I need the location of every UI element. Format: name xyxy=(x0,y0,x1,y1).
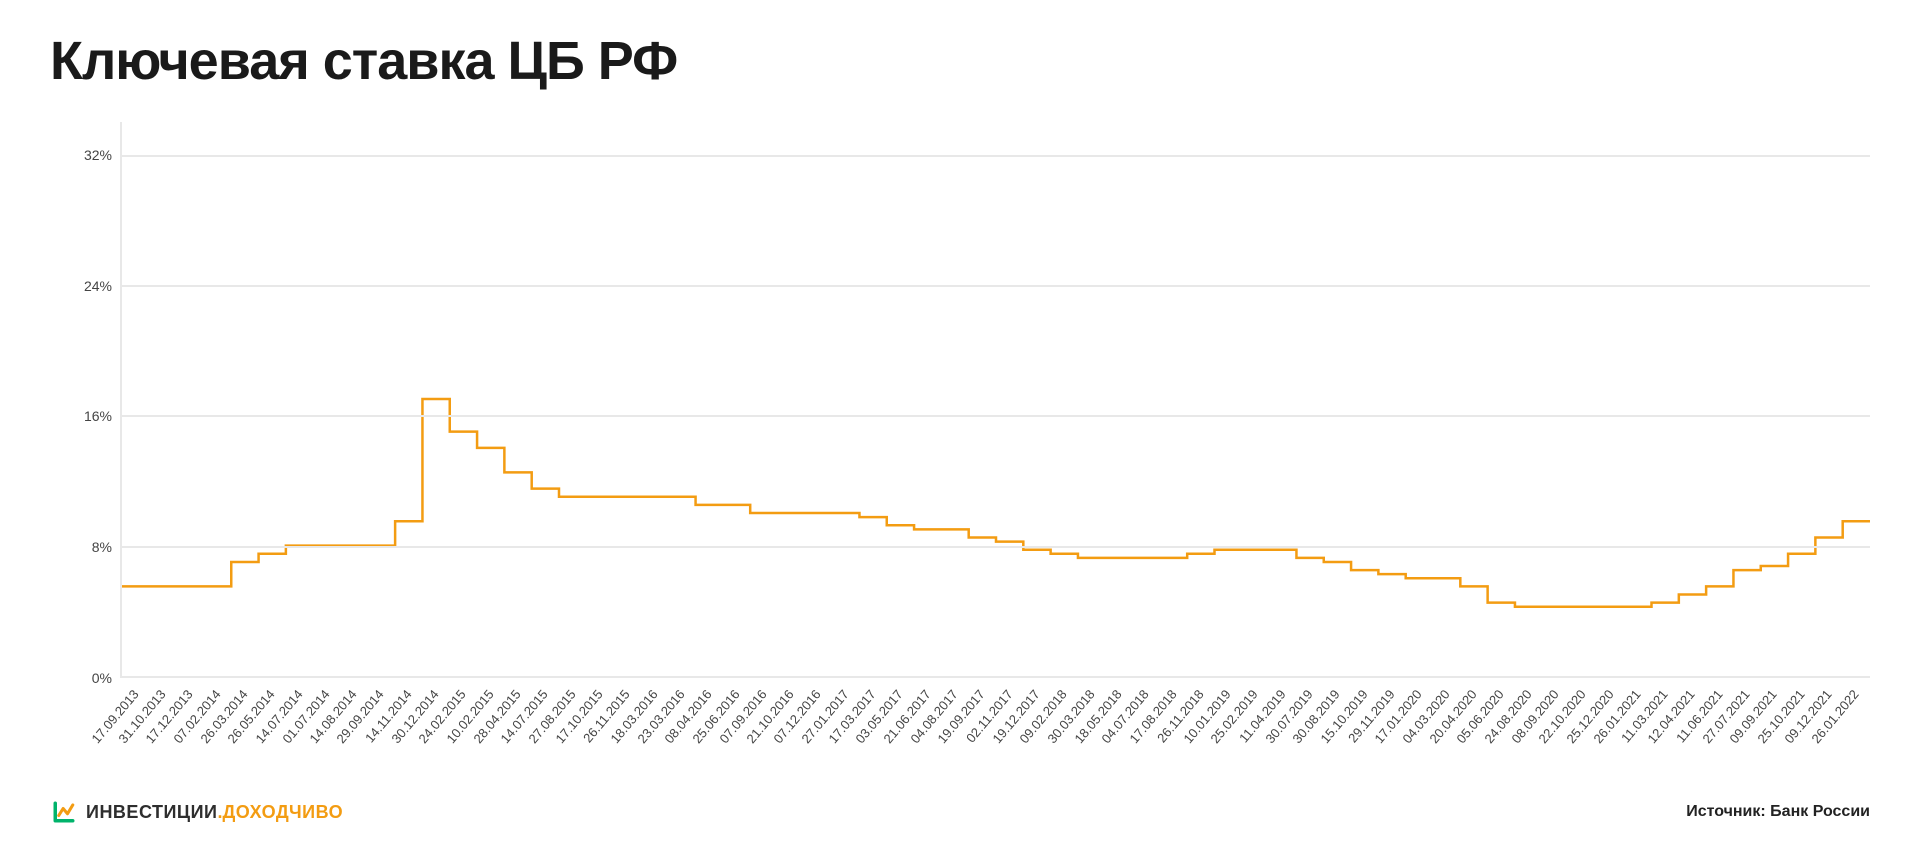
plot-area: 17.09.201331.10.201317.12.201307.02.2014… xyxy=(120,122,1870,678)
y-tick-label: 8% xyxy=(92,539,112,555)
chart-title: Ключевая ставка ЦБ РФ xyxy=(50,30,1870,92)
brand-word-2: ДОХОДЧИВО xyxy=(222,802,343,822)
line-series xyxy=(122,122,1870,676)
y-tick-label: 24% xyxy=(84,278,112,294)
brand-word-1: ИНВЕСТИЦИИ xyxy=(86,802,217,822)
grid-line xyxy=(122,415,1870,417)
chart-container: 0% 8% 16% 24% 32% 17.09.201331.10.201317.12.… xyxy=(50,122,1870,788)
brand-logo-icon xyxy=(50,798,78,826)
y-axis: 0%8%16%24%32% xyxy=(50,122,120,678)
grid-line xyxy=(122,546,1870,548)
y-tick-label: 0% xyxy=(92,670,112,686)
footer: ИНВЕСТИЦИИ.ДОХОДЧИВО Источник: Банк Росс… xyxy=(50,798,1870,826)
grid-line xyxy=(122,155,1870,157)
y-tick-label: 16% xyxy=(84,408,112,424)
series-path xyxy=(122,399,1870,607)
brand: ИНВЕСТИЦИИ.ДОХОДЧИВО xyxy=(50,798,343,826)
source-label: Источник: Банк России xyxy=(1686,803,1870,821)
y-tick-label: 32% xyxy=(84,147,112,163)
grid-line xyxy=(122,285,1870,287)
